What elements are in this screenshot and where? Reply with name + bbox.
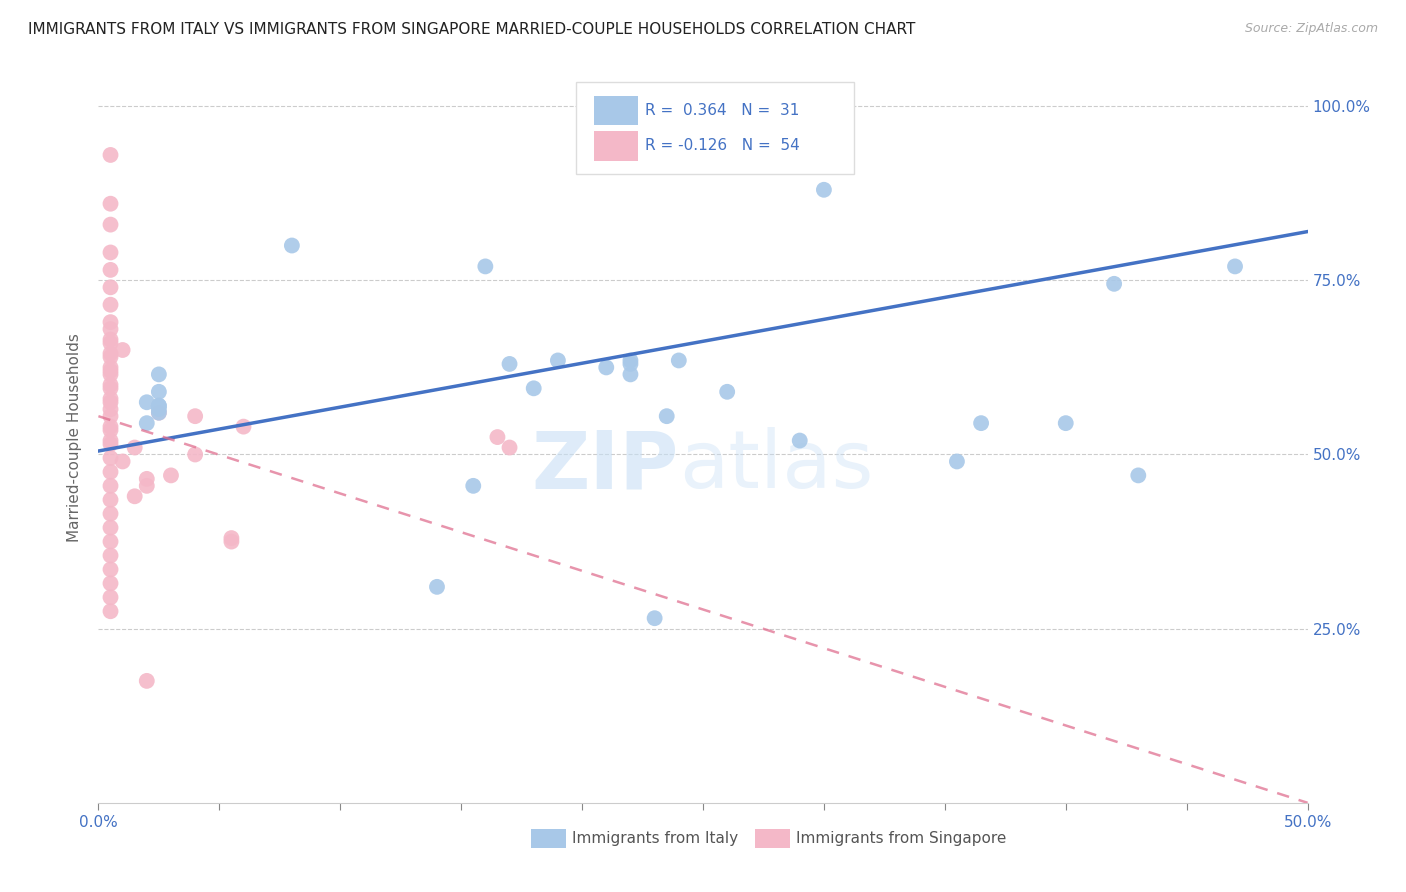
Text: R =  0.364   N =  31: R = 0.364 N = 31 <box>645 103 800 119</box>
Point <box>463 479 485 493</box>
Point <box>148 384 170 399</box>
Point <box>100 346 122 360</box>
Text: Immigrants from Singapore: Immigrants from Singapore <box>796 831 1007 847</box>
Point <box>100 368 122 382</box>
Point <box>148 399 170 413</box>
Point <box>135 673 157 688</box>
Point <box>100 479 122 493</box>
Text: Source: ZipAtlas.com: Source: ZipAtlas.com <box>1244 22 1378 36</box>
Point <box>100 364 122 378</box>
Point <box>426 580 449 594</box>
Point <box>1054 416 1077 430</box>
Point <box>100 322 122 336</box>
Point <box>100 395 122 409</box>
Point <box>100 336 122 351</box>
Point <box>100 507 122 521</box>
FancyBboxPatch shape <box>755 830 790 848</box>
Point <box>111 454 134 468</box>
Point <box>619 357 641 371</box>
Text: R = -0.126   N =  54: R = -0.126 N = 54 <box>645 138 800 153</box>
Point <box>813 183 835 197</box>
Point <box>100 604 122 618</box>
Point <box>100 350 122 364</box>
Point <box>100 392 122 406</box>
Point <box>148 402 170 417</box>
Point <box>100 409 122 424</box>
Point <box>184 409 207 424</box>
Point <box>486 430 509 444</box>
Point <box>474 260 496 274</box>
Point <box>111 343 134 357</box>
Point <box>498 441 520 455</box>
FancyBboxPatch shape <box>595 96 638 126</box>
Text: ZIP: ZIP <box>531 427 679 506</box>
Point <box>946 454 969 468</box>
Point <box>100 591 122 605</box>
Point <box>100 315 122 329</box>
Point <box>100 298 122 312</box>
Point <box>100 521 122 535</box>
Point <box>184 448 207 462</box>
Point <box>124 441 146 455</box>
Point <box>124 489 146 503</box>
Point <box>619 368 641 382</box>
Point <box>1102 277 1125 291</box>
Point <box>135 472 157 486</box>
Point <box>498 357 520 371</box>
FancyBboxPatch shape <box>531 830 567 848</box>
Point <box>100 218 122 232</box>
Point <box>148 406 170 420</box>
Point <box>100 280 122 294</box>
Point <box>100 492 122 507</box>
Point <box>523 381 546 395</box>
Point <box>100 534 122 549</box>
Point <box>100 402 122 417</box>
Point <box>789 434 811 448</box>
FancyBboxPatch shape <box>576 82 855 174</box>
Point <box>232 419 254 434</box>
Point <box>547 353 569 368</box>
Point <box>100 381 122 395</box>
Point <box>100 450 122 465</box>
Point <box>148 368 170 382</box>
Point <box>135 416 157 430</box>
Point <box>100 377 122 392</box>
Point <box>644 611 666 625</box>
Point <box>100 437 122 451</box>
Point <box>100 562 122 576</box>
Point <box>100 465 122 479</box>
Point <box>100 333 122 347</box>
Point <box>148 406 170 420</box>
Point <box>716 384 738 399</box>
Point <box>100 434 122 448</box>
Point <box>100 576 122 591</box>
Point <box>970 416 993 430</box>
Point <box>595 360 617 375</box>
Point <box>668 353 690 368</box>
FancyBboxPatch shape <box>595 131 638 161</box>
Point <box>655 409 678 424</box>
Point <box>100 263 122 277</box>
Point <box>221 534 243 549</box>
Point <box>135 395 157 409</box>
Point <box>100 423 122 437</box>
Y-axis label: Married-couple Households: Married-couple Households <box>67 333 83 541</box>
Point <box>619 353 641 368</box>
Text: atlas: atlas <box>679 427 873 506</box>
Point <box>148 399 170 413</box>
Text: Immigrants from Italy: Immigrants from Italy <box>572 831 738 847</box>
Point <box>1128 468 1150 483</box>
Point <box>100 549 122 563</box>
Point <box>160 468 183 483</box>
Point <box>100 245 122 260</box>
Point <box>100 196 122 211</box>
Point <box>100 148 122 162</box>
Point <box>281 238 304 252</box>
Point <box>100 360 122 375</box>
Point <box>1223 260 1246 274</box>
Text: IMMIGRANTS FROM ITALY VS IMMIGRANTS FROM SINGAPORE MARRIED-COUPLE HOUSEHOLDS COR: IMMIGRANTS FROM ITALY VS IMMIGRANTS FROM… <box>28 22 915 37</box>
Point <box>221 531 243 545</box>
Point <box>135 479 157 493</box>
Point <box>100 419 122 434</box>
